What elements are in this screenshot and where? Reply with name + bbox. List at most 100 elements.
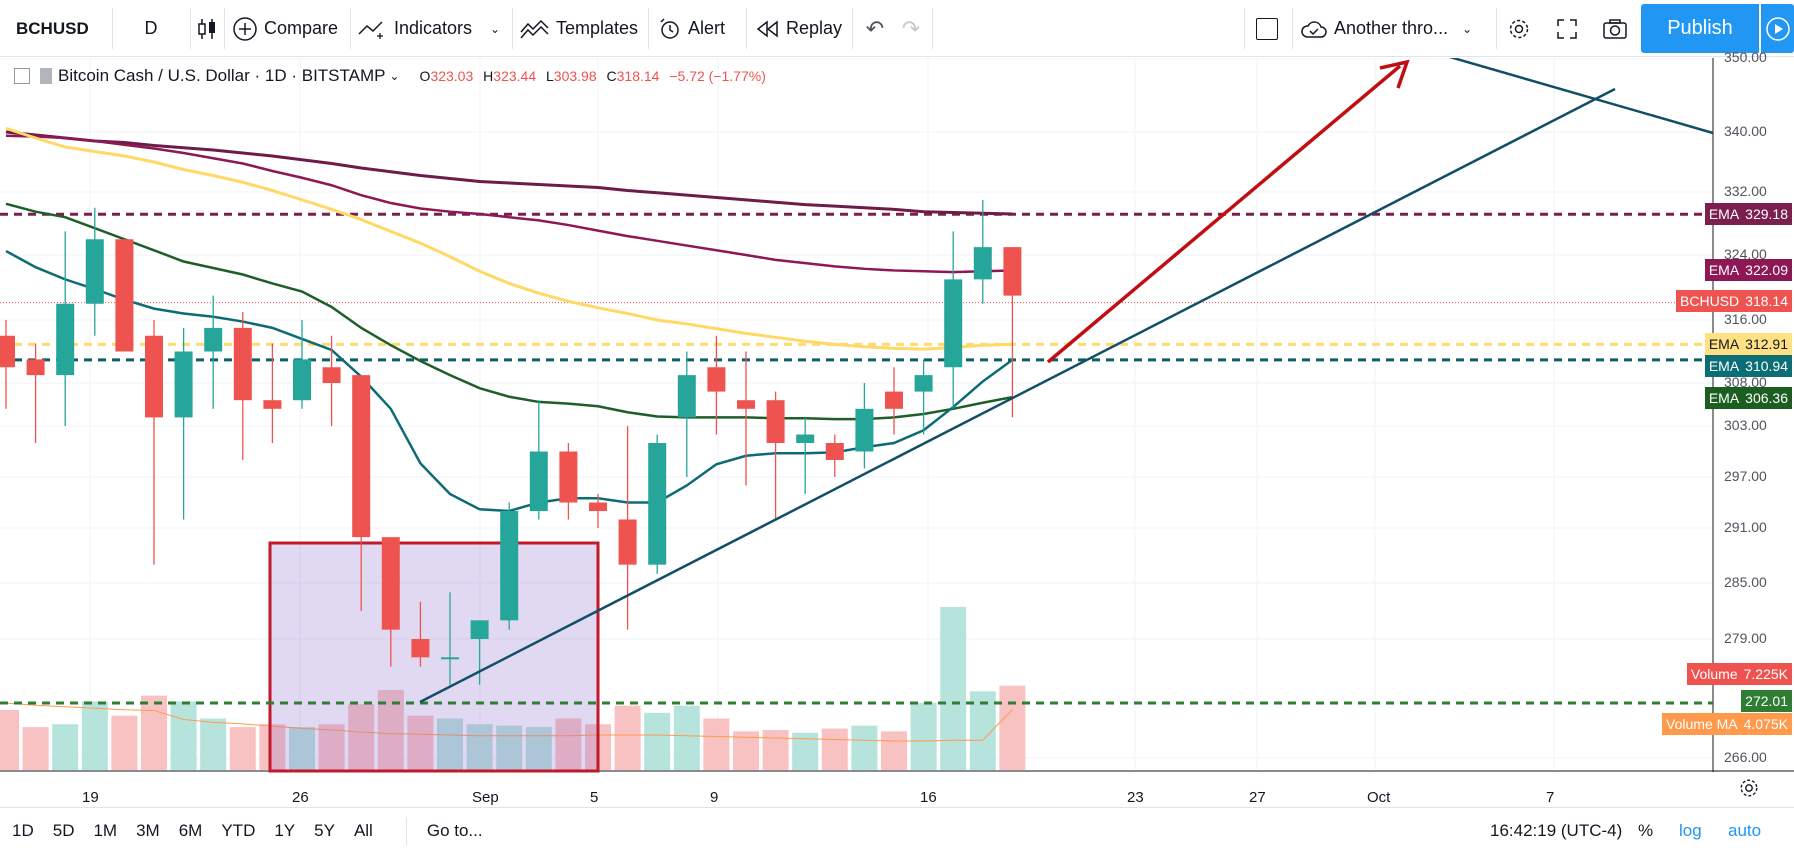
price-axis-label: BCHUSD 318.14: [1676, 290, 1792, 312]
axis-label-value: 312.91: [1745, 336, 1788, 352]
compare-button[interactable]: Compare: [232, 0, 344, 57]
range-button[interactable]: 5Y: [314, 820, 335, 840]
range-button[interactable]: YTD: [221, 820, 256, 840]
publish-button[interactable]: Publish: [1641, 4, 1759, 53]
candle-body: [293, 359, 311, 401]
symbol-search[interactable]: BCHUSD: [0, 0, 112, 57]
auto-toggle[interactable]: auto: [1728, 820, 1762, 840]
chevron-down-icon: ⌄: [490, 21, 501, 36]
snapshot-button[interactable]: [1598, 0, 1632, 57]
volume-bar: [141, 695, 167, 770]
range-button[interactable]: 3M: [136, 820, 160, 840]
price-axis-label: EMA 329.18: [1704, 203, 1792, 225]
date-tick: 19: [82, 789, 99, 806]
volume-bar: [614, 705, 641, 770]
expand-legend-icon[interactable]: [14, 68, 30, 84]
date-tick: 23: [1127, 789, 1144, 806]
range-buttons: 1D 5D 1M 3M 6M YTD 1Y 5Y All: [12, 821, 392, 841]
range-button[interactable]: 1D: [12, 820, 34, 840]
publish-video-button[interactable]: [1761, 4, 1794, 53]
templates-icon: [520, 19, 549, 38]
range-button[interactable]: All: [353, 820, 373, 840]
fullscreen-button[interactable]: [1550, 0, 1584, 57]
replay-button[interactable]: Replay: [756, 0, 852, 57]
date-tick: Oct: [1367, 789, 1391, 806]
axis-label-value: 318.14: [1745, 293, 1788, 309]
goto-button[interactable]: Go to...: [426, 820, 483, 840]
gear-icon: [1509, 19, 1529, 38]
candle-body: [529, 451, 548, 511]
volume-bar: [0, 709, 19, 770]
price-chart[interactable]: [0, 58, 1794, 773]
percent-toggle[interactable]: %: [1638, 820, 1654, 840]
plus-circle-icon: [233, 16, 257, 41]
expand-icon: [1557, 18, 1577, 39]
divider: [932, 8, 933, 49]
undo-icon[interactable]: ↶: [865, 15, 885, 41]
ema-line-yellow: [5, 126, 1013, 351]
price-tick: 308.00: [1724, 374, 1767, 390]
high-value: 323.44: [493, 68, 537, 84]
price-axis-label: EMA 310.94: [1704, 355, 1792, 377]
top-toolbar: BCHUSD D Compare Indicators ⌄ Templates …: [0, 0, 1794, 57]
fullscreen-layout-button[interactable]: [1252, 0, 1282, 57]
price-tick: 316.00: [1724, 311, 1767, 327]
range-button[interactable]: 1Y: [274, 820, 296, 840]
divider: [190, 8, 191, 49]
ema-line-dark: [5, 130, 1013, 216]
templates-button[interactable]: Templates: [520, 0, 646, 57]
candle-body: [559, 451, 578, 503]
candle-body: [233, 327, 252, 401]
interval-button[interactable]: D: [112, 0, 190, 57]
divider: [405, 816, 407, 845]
alert-label: Alert: [688, 18, 726, 38]
candle-body: [825, 443, 844, 460]
axis-label-title: EMA: [1708, 390, 1740, 406]
volume-bar: [229, 727, 256, 770]
settings-button[interactable]: [1502, 0, 1536, 57]
volume-bar: [999, 685, 1026, 770]
volume-bar: [52, 724, 79, 770]
axis-label-value: 306.36: [1745, 390, 1788, 406]
axis-settings-icon[interactable]: [1738, 777, 1760, 804]
axis-label-value: 310.94: [1745, 358, 1788, 374]
candle-body: [737, 400, 755, 409]
chevron-down-icon[interactable]: ⌄: [389, 69, 400, 83]
candle-body: [441, 657, 459, 660]
candle-body: [145, 335, 163, 418]
date-tick: 9: [710, 789, 719, 806]
volume-bar: [259, 724, 286, 770]
chart-type-button[interactable]: [190, 0, 224, 57]
price-axis-label: Volume 7.225K: [1686, 663, 1792, 685]
price-tick: 350.00: [1724, 49, 1767, 65]
indicators-icon: [358, 20, 383, 39]
camera-icon: [1603, 18, 1627, 39]
volume-bar: [940, 606, 967, 770]
indicators-button[interactable]: Indicators ⌄: [358, 0, 508, 57]
price-tick: 279.00: [1724, 630, 1767, 646]
range-button[interactable]: 5D: [52, 820, 75, 840]
alert-button[interactable]: Alert: [658, 0, 738, 57]
rewind-icon: [756, 19, 778, 38]
square-icon: [1256, 17, 1278, 40]
candle-body: [115, 239, 134, 352]
price-axis-label: EMA 322.09: [1704, 259, 1792, 281]
layout-save-button[interactable]: Another thro... ⌄: [1300, 0, 1488, 57]
candle-body: [707, 367, 726, 392]
candle-body: [1003, 247, 1022, 296]
arrow-head: [1379, 59, 1410, 89]
volume-bar: [910, 702, 937, 770]
redo-icon[interactable]: ↷: [901, 15, 921, 41]
volume-bar: [318, 724, 345, 770]
range-button[interactable]: 6M: [178, 820, 203, 840]
legend-title[interactable]: Bitcoin Cash / U.S. Dollar · 1D · BITSTA…: [58, 66, 386, 85]
interval-label: D: [144, 18, 158, 38]
alarm-clock-icon: [660, 17, 679, 39]
cloud-icon: [1301, 20, 1327, 38]
close-key: C: [606, 68, 617, 84]
log-toggle[interactable]: log: [1679, 820, 1702, 840]
range-button[interactable]: 1M: [93, 820, 118, 840]
date-tick: 26: [292, 789, 309, 806]
volume-bar: [437, 718, 463, 770]
axis-label-title: EMA: [1708, 358, 1740, 374]
